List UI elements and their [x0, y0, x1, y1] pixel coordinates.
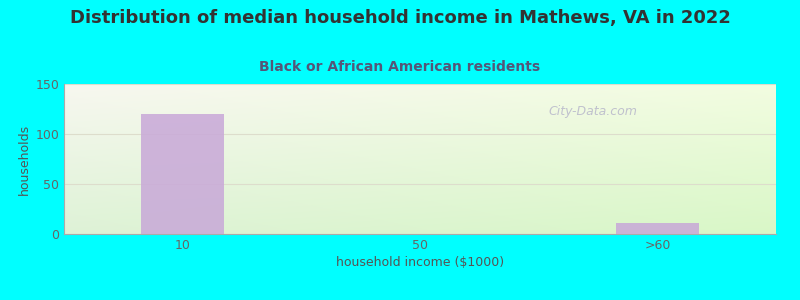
Text: Black or African American residents: Black or African American residents	[259, 60, 541, 74]
Text: City-Data.com: City-Data.com	[548, 104, 637, 118]
X-axis label: household income ($1000): household income ($1000)	[336, 256, 504, 269]
Bar	[141, 114, 224, 234]
Y-axis label: households: households	[18, 123, 31, 195]
Text: Distribution of median household income in Mathews, VA in 2022: Distribution of median household income …	[70, 9, 730, 27]
Bar	[616, 223, 699, 234]
